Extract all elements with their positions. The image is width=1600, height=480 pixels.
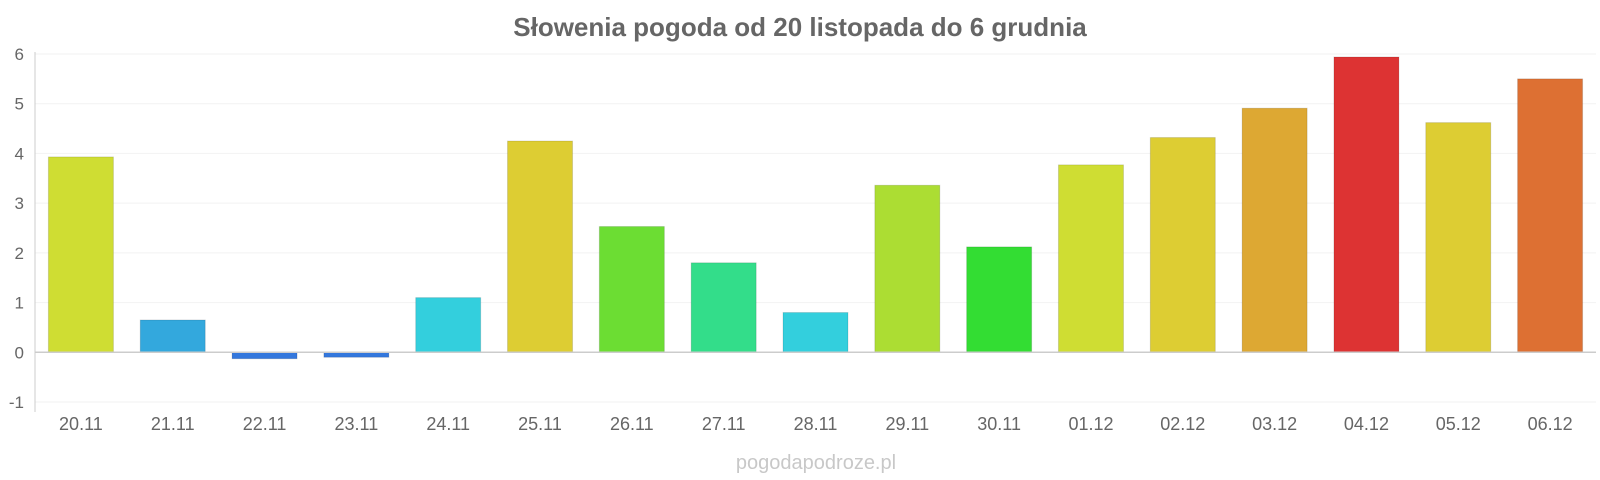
x-tick-label: 20.11	[59, 414, 103, 434]
bar-06.12	[1517, 78, 1584, 353]
bar-05.12	[1425, 122, 1492, 353]
bar-03.12	[1241, 107, 1308, 353]
x-axis-ticks: 20.11 21.11 22.11 23.11 24.11 25.11 26.11 27.11…	[59, 414, 1573, 434]
bars	[47, 56, 1584, 360]
bar-01.12	[1057, 164, 1124, 353]
x-tick-label: 05.12	[1436, 414, 1481, 434]
bar-21.11	[139, 319, 206, 353]
y-tick-label: 2	[15, 244, 24, 263]
y-tick-label: -1	[9, 393, 24, 412]
bar-02.12	[1149, 137, 1216, 353]
y-axis-ticks: 6 5 4 3 2 1 0 -1	[9, 45, 24, 412]
x-tick-label: 22.11	[243, 414, 287, 434]
y-tick-label: 4	[15, 144, 24, 163]
grid-lines	[35, 53, 1596, 403]
bar-24.11	[415, 297, 482, 353]
y-tick-label: 5	[15, 95, 24, 114]
y-tick-label: 6	[15, 45, 24, 64]
bar-20.11	[47, 156, 114, 353]
x-tick-label: 24.11	[426, 414, 470, 434]
bar-25.11	[507, 140, 574, 353]
y-tick-label: 0	[15, 343, 24, 362]
axes	[34, 52, 1596, 412]
bar-29.11	[874, 184, 941, 353]
x-tick-label: 30.11	[977, 414, 1021, 434]
x-tick-label: 23.11	[335, 414, 379, 434]
watermark: pogodapodroze.pl	[736, 452, 896, 474]
x-tick-label: 06.12	[1528, 414, 1573, 434]
x-tick-label: 21.11	[151, 414, 195, 434]
x-tick-label: 02.12	[1160, 414, 1205, 434]
x-tick-label: 29.11	[885, 414, 929, 434]
x-tick-label: 26.11	[610, 414, 654, 434]
y-tick-label: 3	[15, 194, 24, 213]
bar-22.11	[231, 351, 298, 360]
bar-04.12	[1333, 56, 1400, 353]
x-tick-label: 27.11	[702, 414, 746, 434]
chart-title: Słowenia pogoda od 20 listopada do 6 gru…	[513, 12, 1087, 42]
x-tick-label: 01.12	[1068, 414, 1113, 434]
bar-30.11	[966, 246, 1033, 353]
bar-28.11	[782, 312, 849, 353]
y-tick-label: 1	[15, 294, 24, 313]
x-tick-label: 04.12	[1344, 414, 1389, 434]
bar-27.11	[690, 262, 757, 353]
bar-26.11	[598, 226, 665, 353]
x-tick-label: 03.12	[1252, 414, 1297, 434]
x-tick-label: 25.11	[518, 414, 562, 434]
x-tick-label: 28.11	[794, 414, 838, 434]
